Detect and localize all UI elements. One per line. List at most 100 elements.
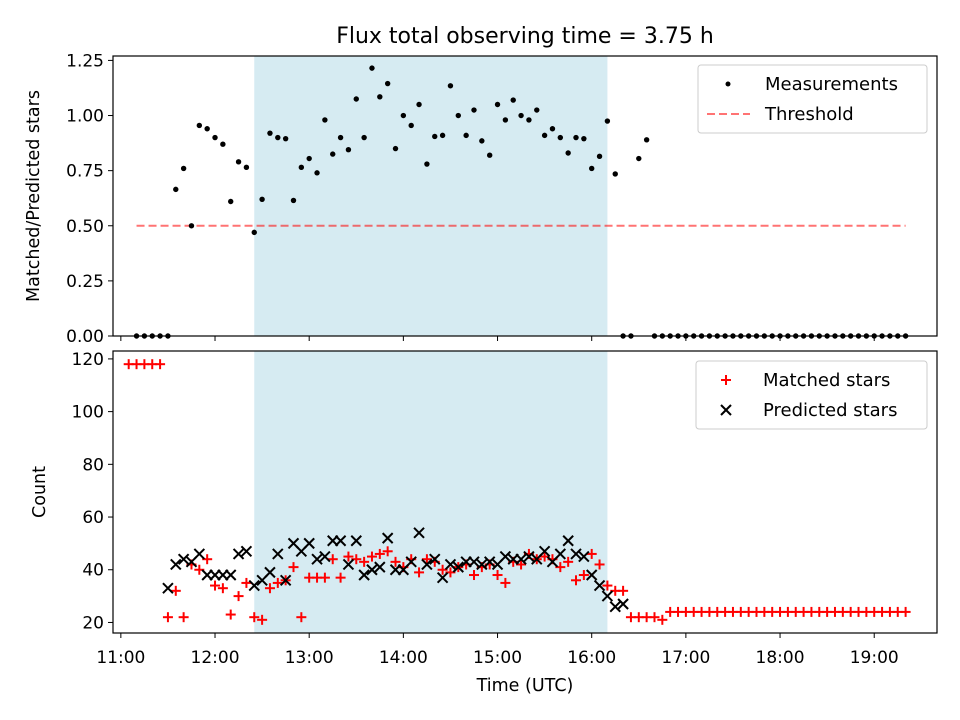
predicted-star-point — [609, 600, 621, 613]
measurement-point — [267, 130, 273, 136]
predicted-star-point — [585, 569, 598, 581]
matched-star-point — [586, 548, 597, 559]
predicted-star-point — [170, 558, 182, 571]
cross-stroke-b — [193, 548, 206, 560]
legend-measurements-marker — [725, 81, 731, 87]
cross-stroke-b — [287, 537, 300, 550]
measurement-point — [196, 122, 203, 129]
predicted-star-point — [358, 569, 370, 581]
predicted-star-point — [264, 566, 276, 579]
bottom-x-tick-label: 13:00 — [285, 648, 334, 668]
bottom-y-tick-label: 120 — [72, 350, 104, 370]
cross-stroke-b — [279, 574, 292, 586]
matched-star-point — [500, 577, 511, 588]
cross-stroke-b — [554, 548, 567, 560]
predicted-star-point — [248, 579, 260, 592]
predicted-star-point — [319, 550, 331, 563]
measurement-point — [322, 117, 328, 123]
predicted-star-point — [570, 548, 582, 560]
matched-star-point — [249, 612, 260, 623]
measurement-point — [298, 164, 305, 171]
matched-star-point — [233, 591, 244, 602]
cross-stroke-b — [170, 558, 182, 571]
measurement-point — [416, 101, 422, 108]
top-y-axis-label: Matched/Predicted stars — [24, 90, 44, 302]
predicted-star-point — [429, 553, 441, 565]
matched-star-point — [618, 585, 629, 596]
measurement-point — [337, 134, 344, 141]
bottom-legend: Matched stars Predicted stars — [695, 360, 928, 430]
predicted-star-point — [483, 556, 496, 568]
cross-stroke-b — [366, 564, 378, 576]
observing-span-top — [254, 56, 608, 336]
bottom-y-axis-label: Count — [30, 466, 50, 518]
cross-stroke-b — [374, 561, 386, 573]
cross-stroke-b — [421, 558, 433, 571]
x-axis-label: Time (UTC) — [476, 676, 574, 696]
legend-matched-marker — [721, 375, 731, 385]
predicted-star-point — [601, 590, 614, 602]
bottom-legend-box — [695, 360, 928, 430]
predicted-star-point — [374, 561, 386, 573]
cross-stroke-b — [303, 537, 315, 550]
matched-star-point — [210, 580, 221, 591]
measurement-point — [173, 186, 179, 193]
top-y-tick-label: 0.50 — [66, 217, 104, 237]
matched-star-point — [296, 612, 307, 623]
cross-stroke-b — [570, 548, 582, 560]
matched-star-point — [900, 606, 911, 617]
measurement-point — [439, 132, 446, 139]
cross-stroke-b — [381, 532, 394, 544]
cross-stroke-b — [162, 582, 174, 594]
measurement-point — [494, 101, 501, 108]
measurement-point — [353, 96, 359, 102]
measurement-point — [447, 83, 454, 89]
legend-plus-marker — [721, 375, 731, 385]
predicted-star-point — [468, 556, 480, 568]
predicted-star-point — [272, 548, 284, 560]
measurement-point — [314, 170, 320, 176]
matched-star-point — [335, 572, 346, 583]
measurement-point — [549, 126, 556, 132]
matched-star-point — [382, 546, 393, 557]
measurement-point — [384, 80, 391, 87]
matched-star-point — [414, 567, 425, 578]
cross-stroke-b — [272, 548, 284, 560]
measurement-point — [392, 145, 399, 152]
bottom-x-tick-label: 18:00 — [756, 648, 805, 668]
legend-cross-marker — [720, 404, 732, 416]
matched-star-point — [155, 359, 166, 370]
measurement-point — [369, 65, 375, 71]
top-y-tick-label: 1.00 — [66, 107, 104, 127]
cross-stroke-b — [436, 571, 449, 584]
cross-stroke-b — [452, 561, 465, 573]
measurement-point — [486, 152, 493, 158]
cross-stroke-b — [319, 550, 331, 563]
bottom-x-ticks: 11:00 12:00 13:00 14:00 15:00 16:00 17:00 18:00… — [96, 633, 899, 668]
cross-stroke-b — [248, 579, 260, 592]
bottom-y-tick-label: 80 — [82, 455, 104, 475]
matched-star-point — [594, 559, 605, 570]
predicted-star-point — [177, 553, 190, 565]
matched-star-point — [217, 583, 228, 594]
matched-star-point — [657, 614, 668, 625]
top-y-tick-label: 0.25 — [66, 272, 104, 292]
bottom-y-tick-label: 20 — [82, 613, 104, 633]
legend-threshold-label: Threshold — [764, 104, 854, 125]
bottom-plot-frame — [112, 350, 938, 634]
matched-star-point — [225, 609, 236, 620]
measurement-point — [282, 135, 289, 142]
predicted-star-point — [405, 556, 417, 568]
cross-stroke-b — [476, 558, 488, 571]
matched-star-points — [123, 359, 911, 625]
predicted-star-point — [279, 574, 292, 586]
measurement-point — [220, 141, 226, 147]
top-plot-frame — [112, 55, 938, 337]
measurement-point — [479, 138, 485, 144]
measurement-point — [432, 133, 438, 140]
bottom-y-tick-label: 100 — [72, 403, 104, 423]
legend-matched-label: Matched stars — [763, 370, 890, 391]
measurement-point — [573, 134, 579, 141]
measurement-point — [455, 112, 461, 119]
